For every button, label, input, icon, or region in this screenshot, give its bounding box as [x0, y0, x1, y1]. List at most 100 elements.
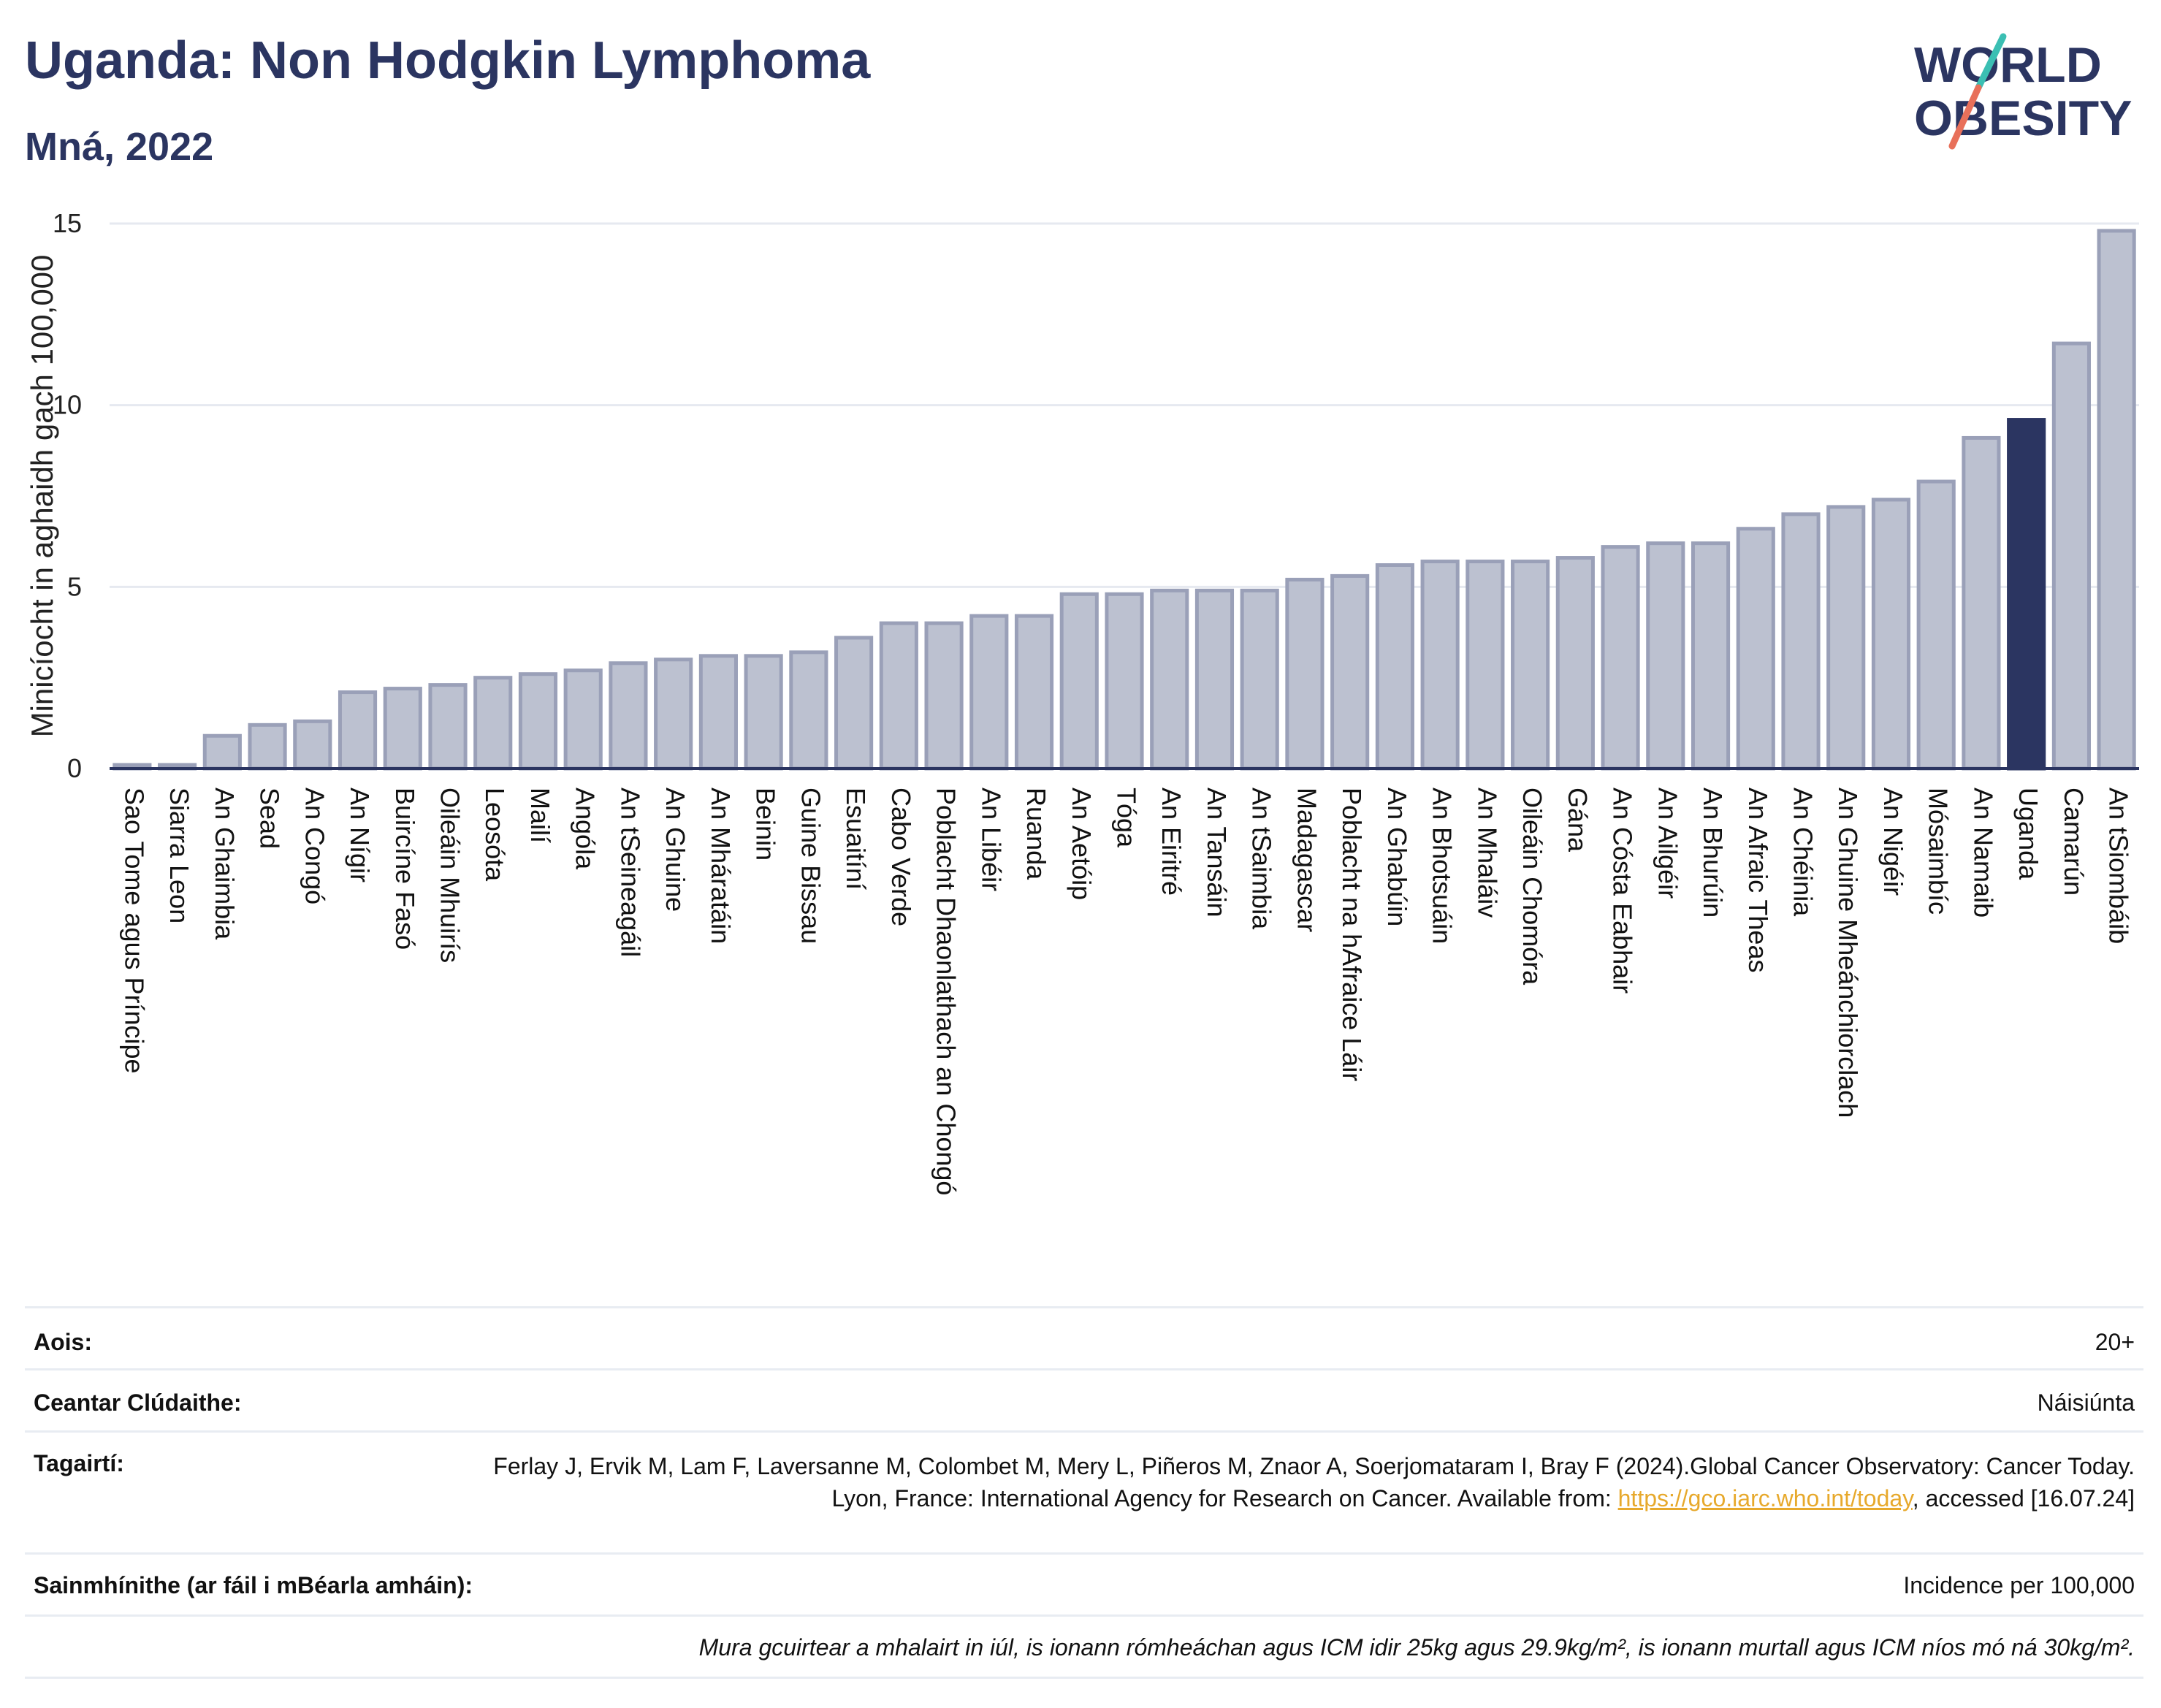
info-row-age: Aois: 20+: [25, 1306, 2143, 1368]
logo-text-line1: WORLD: [1914, 37, 2102, 93]
bar: [202, 733, 242, 771]
x-tick-label: An Ghaimbia: [210, 788, 240, 940]
bar: [1059, 592, 1099, 771]
x-tick-label: An tSeineagáil: [615, 788, 645, 957]
y-axis-label: Minicíocht in aghaidh gach 100,000: [25, 255, 59, 738]
bar: [1555, 556, 1595, 771]
y-tick-label: 0: [67, 753, 82, 783]
bar: [383, 687, 422, 771]
bar: [1916, 479, 1956, 771]
y-tick-label: 10: [53, 390, 82, 420]
x-tick-label: Uganda: [2013, 788, 2043, 880]
bar: [563, 668, 603, 771]
bar: [1105, 592, 1144, 771]
bar: [1014, 614, 1054, 771]
bar: [1150, 588, 1189, 771]
bar: [518, 672, 558, 771]
bar: [1194, 588, 1235, 771]
x-tick-label: An Ailgéir: [1653, 788, 1682, 899]
x-tick-label: An tSiombáib: [2104, 788, 2134, 944]
info-row-note: Mura gcuirtear a mhalairt in iúl, is ion…: [25, 1614, 2143, 1679]
bar: [338, 690, 378, 771]
x-tick-label: An Libéir: [976, 788, 1006, 891]
references-link[interactable]: https://gco.iarc.who.int/today: [1617, 1485, 1913, 1511]
x-tick-label: An Ghuine Mheánchiorclach: [1833, 788, 1863, 1118]
x-tick-label: Buircíne Fasó: [390, 788, 420, 950]
references-value: Ferlay J, Ervik M, Lam F, Laversanne M, …: [454, 1450, 2135, 1514]
x-tick-label: Mailí: [525, 788, 555, 843]
bar: [2007, 418, 2046, 771]
bar: [2097, 229, 2136, 771]
bar: [1285, 577, 1325, 771]
bar: [473, 676, 513, 771]
bar: [1511, 560, 1550, 771]
footnote: Mura gcuirtear a mhalairt in iúl, is ion…: [698, 1634, 2135, 1661]
page-subtitle: Mná, 2022: [25, 125, 214, 169]
bar: [609, 661, 648, 771]
x-tick-label: An Nígir: [345, 788, 375, 882]
bar: [1691, 541, 1731, 771]
info-row-references: Tagairtí: Ferlay J, Ervik M, Lam F, Lave…: [25, 1430, 2143, 1552]
bar-chart: 0 5 10 15 Minicíocht in aghaidh gach 100,000…: [25, 208, 2139, 1195]
y-tick-label: 5: [67, 571, 82, 601]
definitions-label: Sainmhínithe (ar fáil i mBéarla amháin):: [34, 1572, 473, 1598]
bar: [293, 719, 332, 771]
x-tick-label: Sao Tome agus Príncipe: [119, 788, 149, 1074]
bar: [1826, 505, 1866, 771]
x-tick-label: Beinin: [751, 788, 781, 861]
x-tick-label: Oileáin Chomóra: [1517, 788, 1547, 985]
area-label: Ceantar Clúdaithe:: [34, 1389, 242, 1416]
bar: [2051, 341, 2091, 771]
x-tick-label: An Namaib: [1968, 788, 1998, 918]
x-tick-label: Cabo Verde: [886, 788, 916, 926]
bar: [789, 650, 828, 771]
x-tick-label: Tóga: [1111, 788, 1141, 848]
bar: [969, 614, 1009, 771]
x-tick-label: Angóla: [571, 788, 601, 870]
bar: [879, 621, 918, 771]
bar: [1466, 560, 1505, 771]
x-tick-label: Oileáin Mhuirís: [435, 788, 465, 963]
x-tick-label: An Cósta Eabhair: [1608, 788, 1638, 994]
definitions-value: Incidence per 100,000: [1903, 1572, 2135, 1598]
x-tick-label: An Bhotsuáin: [1428, 788, 1457, 944]
bar: [1736, 527, 1775, 771]
x-tick-label: An Nigéir: [1878, 788, 1908, 896]
info-row-definitions: Sainmhínithe (ar fáil i mBéarla amháin):…: [25, 1552, 2143, 1614]
x-tick-label: An Tansáin: [1202, 788, 1232, 917]
world-obesity-logo: WORLD OBESITY: [1914, 33, 2133, 150]
bar: [248, 723, 287, 771]
references-tail: , accessed [16.07.24]: [1912, 1485, 2135, 1511]
bar: [1962, 435, 2001, 771]
x-tick-label: An Afraic Theas: [1743, 788, 1773, 972]
bar: [1871, 497, 1911, 771]
bar: [924, 621, 964, 771]
x-tick-label: Leosóta: [480, 788, 510, 882]
y-tick-label: 15: [53, 208, 82, 238]
age-value: 20+: [2095, 1329, 2135, 1355]
bar: [1646, 541, 1685, 771]
bar: [1781, 512, 1821, 771]
x-tick-label: Camarún: [2059, 788, 2089, 896]
x-tick-label: Gána: [1563, 788, 1593, 853]
bar: [1375, 563, 1414, 771]
references-text: Ferlay J, Ervik M, Lam F, Laversanne M, …: [493, 1453, 2135, 1511]
x-tick-label: Siarra Leon: [164, 788, 194, 923]
x-tick-label: An Chéinia: [1788, 788, 1818, 917]
page-title: Uganda: Non Hodgkin Lymphoma: [25, 31, 871, 90]
bar: [428, 683, 468, 771]
x-tick-label: Esuaitíní: [841, 788, 871, 890]
references-label: Tagairtí:: [34, 1450, 124, 1476]
x-tick-label: An Congó: [300, 788, 329, 904]
info-table: Aois: 20+ Ceantar Clúdaithe: Náisiúnta T…: [25, 1306, 2143, 1679]
x-tick-label: An tSaimbia: [1247, 788, 1277, 930]
x-tick-label: Ruanda: [1021, 788, 1051, 880]
x-tick-label: Madagascar: [1292, 788, 1322, 932]
x-tick-label: An Aetóip: [1067, 788, 1097, 900]
x-tick-label: An Mháratáin: [706, 788, 736, 944]
bar: [1240, 588, 1279, 771]
x-tick-label: An Mhaláiv: [1472, 788, 1502, 918]
x-tick-label: Poblacht Dhaonlathach an Chongó: [931, 788, 961, 1195]
bar: [744, 654, 783, 771]
logo-slash-teal: [1975, 33, 2007, 91]
